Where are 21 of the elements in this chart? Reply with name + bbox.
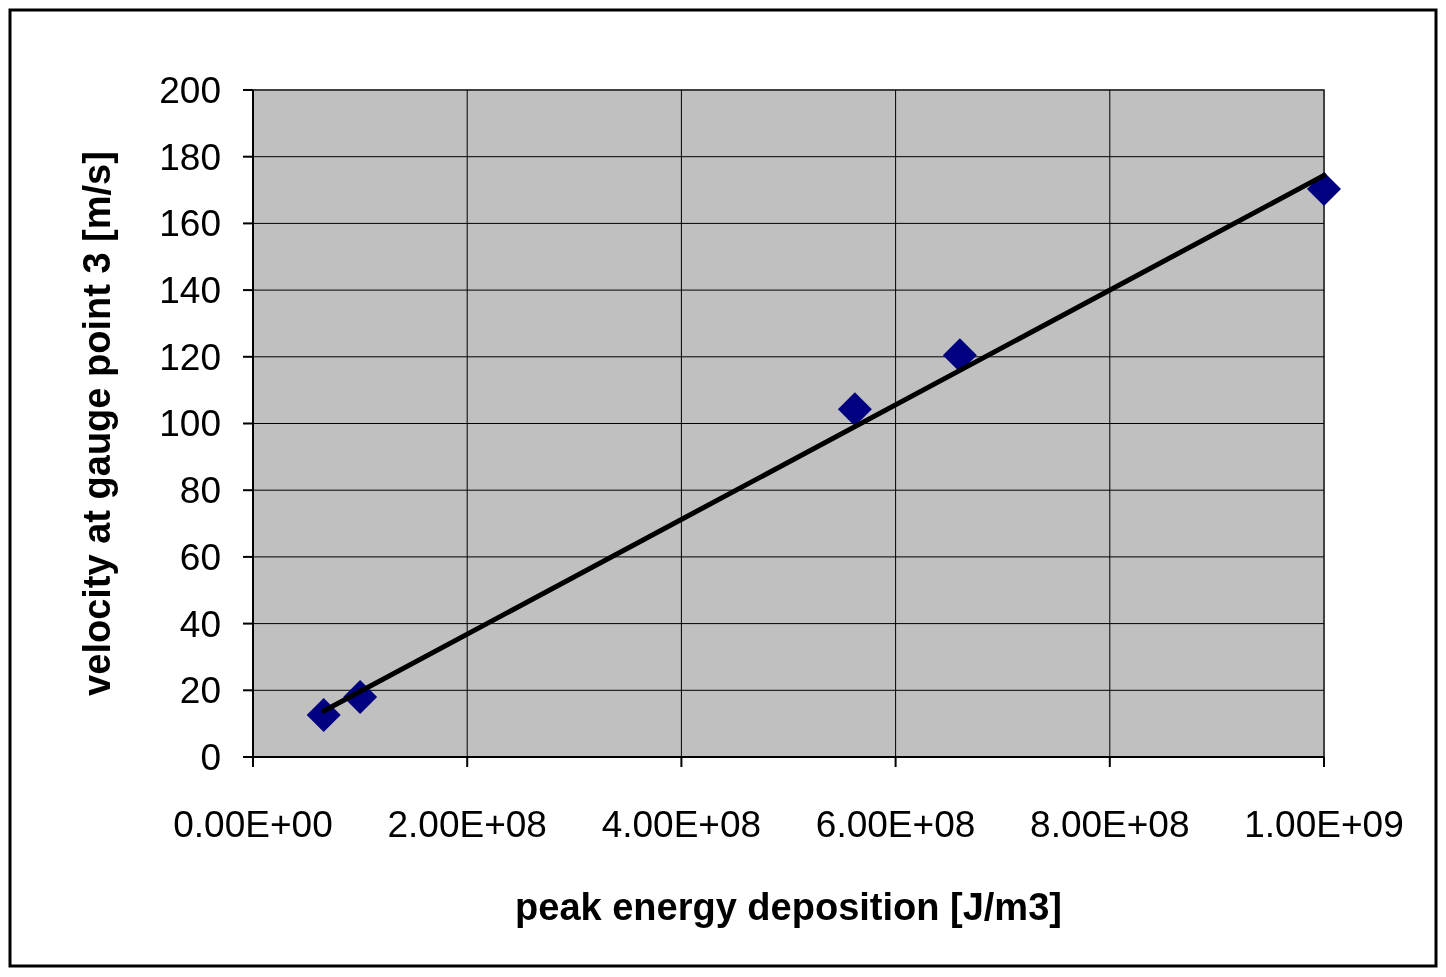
y-tick-label: 80 (179, 470, 221, 512)
x-tick-label: 4.00E+08 (601, 804, 762, 845)
y-tick-label: 20 (179, 670, 221, 712)
y-tick-label: 160 (159, 203, 221, 245)
y-tick-label: 200 (159, 69, 221, 111)
y-tick-label: 40 (179, 603, 221, 645)
x-tick-label: 2.00E+08 (387, 804, 547, 845)
x-tick-label: 6.00E+08 (815, 804, 976, 845)
y-tick-label: 100 (159, 403, 221, 445)
y-axis-title: velocity at gauge point 3 [m/s] (76, 151, 118, 696)
x-tick-label: 1.00E+09 (1244, 804, 1404, 845)
x-tick-label: 0.00E+00 (173, 804, 333, 845)
y-tick-label: 180 (159, 136, 221, 178)
y-tick-label: 120 (159, 336, 221, 378)
y-tick-label: 140 (159, 270, 221, 312)
x-tick-label: 8.00E+08 (1030, 804, 1190, 845)
y-tick-label: 60 (179, 536, 221, 578)
point (306, 697, 341, 732)
x-axis-title: peak energy deposition [J/m3] (515, 886, 1062, 928)
point (837, 392, 872, 427)
y-tick-label: 0 (200, 736, 221, 778)
